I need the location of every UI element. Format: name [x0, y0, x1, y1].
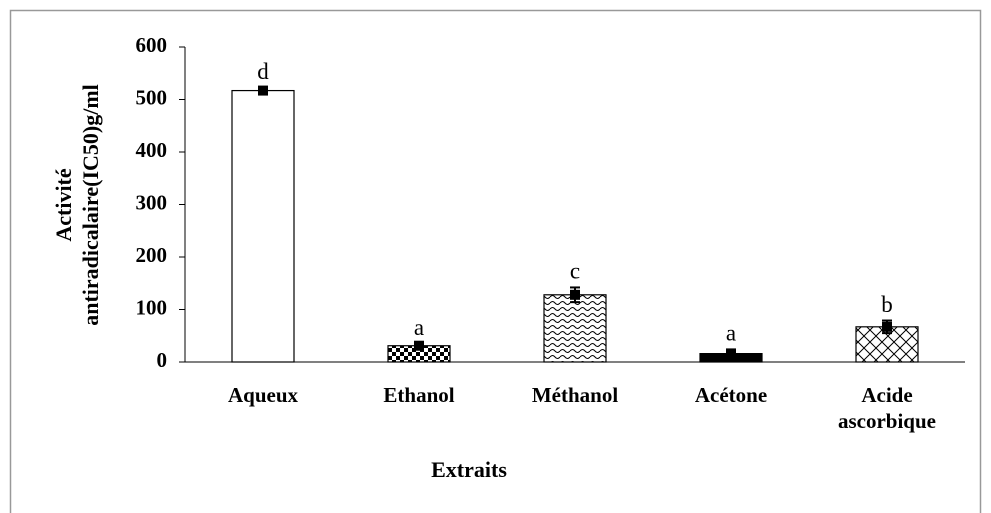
error-marker — [258, 85, 268, 96]
x-tick-label: Acétone — [694, 383, 768, 407]
x-tick-label: Aqueux — [227, 383, 299, 407]
bar — [543, 294, 607, 363]
y-tick-label: 400 — [136, 138, 168, 162]
x-tick-label-box: Ethanol — [383, 383, 455, 407]
y-tick-label: 300 — [136, 190, 168, 214]
error-bar — [414, 340, 424, 351]
x-tick-label: Méthanol — [531, 383, 619, 407]
error-bar — [258, 85, 268, 96]
y-tick-label: 600 — [136, 33, 168, 57]
error-marker — [414, 340, 424, 351]
bar — [231, 89, 295, 363]
error-marker — [726, 348, 736, 359]
x-tick-label: Ethanol — [383, 383, 455, 407]
y-tick-label: 200 — [136, 243, 168, 267]
error-bar — [570, 286, 580, 304]
error-bar — [882, 319, 892, 335]
y-tick-label: 500 — [136, 85, 168, 109]
x-tick-label: Acide ascorbique — [837, 383, 936, 433]
y-axis-label: antiradicalaire(IC50)g/ml — [78, 84, 103, 326]
annotation: d — [257, 59, 269, 84]
x-tick-label-box: Acétone — [694, 383, 768, 407]
y-tick-label: 0 — [157, 348, 168, 372]
annotation: a — [414, 315, 424, 340]
x-tick-label-box: Méthanol — [531, 383, 619, 407]
annotation: c — [570, 259, 580, 284]
y-tick-label: 100 — [136, 295, 168, 319]
annotation: a — [726, 321, 736, 346]
x-axis-label: Extraits — [431, 457, 507, 482]
annotation: b — [881, 292, 893, 317]
frame — [9, 9, 982, 513]
error-bar — [726, 348, 736, 359]
y-axis-label: Activité — [51, 168, 76, 242]
x-tick-label-box: Acide ascorbique — [837, 383, 936, 433]
x-tick-label-box: Aqueux — [227, 383, 299, 407]
error-marker — [882, 321, 892, 332]
error-marker — [570, 289, 580, 300]
